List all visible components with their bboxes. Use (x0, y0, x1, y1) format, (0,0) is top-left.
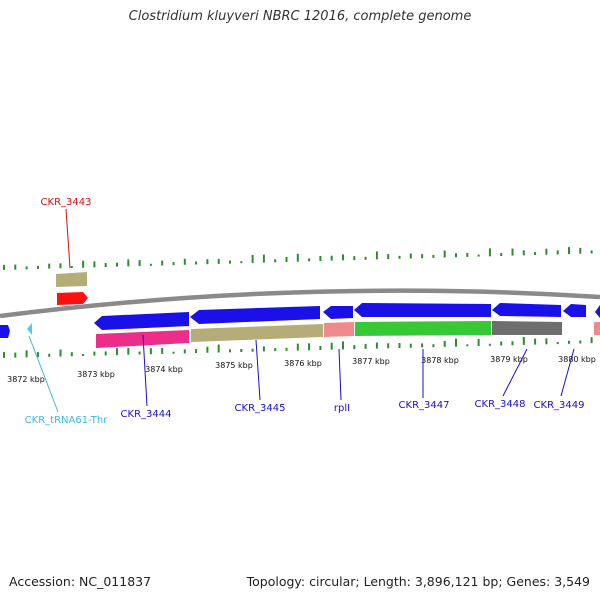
gene-label-ckr-3448[interactable]: CKR_3448 (475, 399, 526, 410)
edge-bar-right (594, 322, 600, 335)
cds-arrow-edge-right[interactable] (595, 305, 600, 318)
accession-text: Accession: NC_011837 (9, 574, 152, 589)
scale-label: 3875 kbp (215, 361, 253, 370)
gene-label-ckr-3449[interactable]: CKR_3449 (534, 400, 585, 411)
gene-label-ckr-3447[interactable]: CKR_3447 (399, 400, 450, 411)
scale-label: 3877 kbp (352, 357, 390, 366)
leader-ckr-3443 (65, 208, 71, 269)
rpli-arrow[interactable] (323, 306, 353, 319)
leader-ckr-3449 (560, 348, 575, 397)
ckr-3444-bar (96, 330, 189, 348)
ckr-3448-bar (492, 321, 562, 335)
gene-label-ckr-3443[interactable]: CKR_3443 (41, 197, 92, 208)
ckr-3445-bar (191, 324, 323, 342)
gene-label-trna61-thr[interactable]: CKR_tRNA61-Thr (25, 415, 109, 426)
gene-label-rpli[interactable]: rplI (334, 403, 350, 414)
gc-ticks-bottom (3, 336, 593, 358)
ckr-3445-arrow[interactable] (190, 306, 320, 324)
scale-label: 3872 kbp (7, 375, 45, 384)
scale-label: 3876 kbp (284, 359, 322, 368)
feature-bars (96, 321, 600, 348)
rpli-bar (324, 322, 354, 337)
ckr-3449-arrow[interactable] (563, 304, 586, 317)
scale-label: 3874 kbp (145, 365, 183, 374)
scale-label: 3879 kbp (490, 355, 528, 364)
cds-track (0, 303, 600, 338)
ckr-3448-arrow[interactable] (492, 303, 561, 317)
gene-label-ckr-3444[interactable]: CKR_3444 (121, 409, 172, 420)
genome-summary: Topology: circular; Length: 3,896,121 bp… (246, 574, 590, 589)
leader-rpli (338, 348, 342, 401)
ckr-3443-khaki-bar (56, 272, 87, 287)
gene-label-ckr-3445[interactable]: CKR_3445 (235, 403, 286, 414)
ckr-3447-arrow[interactable] (354, 303, 491, 317)
gene-labels: CKR_3443 CKR_tRNA61-Thr CKR_3444 CKR_344… (25, 197, 585, 426)
leader-ckr-3448 (502, 348, 528, 397)
leader-ckr-3445 (255, 339, 261, 401)
scale-label: 3873 kbp (77, 370, 115, 379)
map-title: Clostridium kluyveri NBRC 12016, complet… (128, 9, 472, 24)
leader-trna (28, 335, 59, 413)
label-leaders (28, 208, 575, 413)
scale-labels: 3872 kbp 3873 kbp 3874 kbp 3875 kbp 3876… (7, 355, 596, 384)
ckr-3447-bar (355, 321, 491, 336)
scale-label: 3880 kbp (558, 355, 596, 364)
ckr-3443-arrow (57, 292, 88, 305)
feature-ckr-3443[interactable] (56, 272, 88, 305)
ckr-3444-arrow[interactable] (94, 312, 189, 330)
leader-ckr-3444 (142, 334, 148, 407)
cds-arrow-edge-left[interactable] (0, 325, 10, 338)
genome-backbone (0, 288, 600, 319)
trna-61-thr-arrow[interactable] (27, 323, 32, 335)
scale-label: 3878 kbp (421, 356, 459, 365)
gc-ticks-top (3, 247, 593, 270)
